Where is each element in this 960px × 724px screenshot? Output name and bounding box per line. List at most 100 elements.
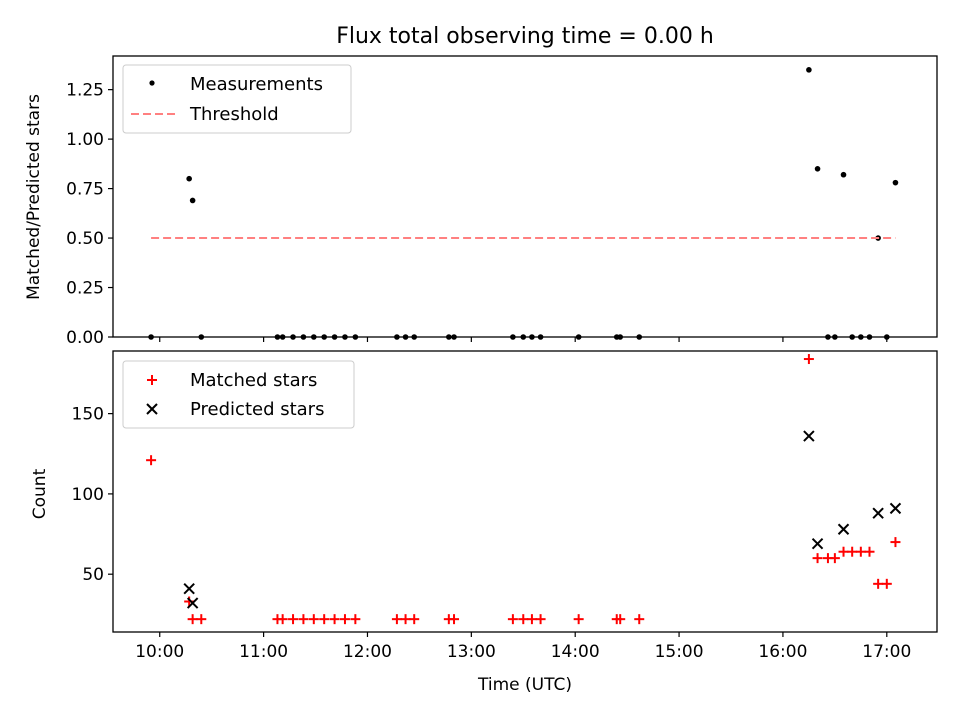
matched-stars-point [184, 596, 195, 607]
matched-stars-point [288, 614, 299, 625]
measurement-point [148, 334, 154, 340]
matched-stars-point [535, 614, 546, 625]
matched-stars-point [847, 546, 858, 557]
bottom-panel-marks [146, 354, 902, 625]
matched-stars-point [146, 455, 157, 466]
predicted-stars-point [186, 597, 199, 609]
matched-stars-point [873, 578, 884, 589]
matched-stars-point [829, 553, 840, 564]
measurement-point [617, 334, 624, 340]
top-panel-ylabel: Matched/Predicted stars [24, 94, 44, 300]
bottom-panel-xlabel: Time (UTC) [477, 675, 572, 695]
x-tick-label: 10:00 [135, 642, 184, 662]
matched-stars-point [319, 614, 330, 625]
bottom-panel-ticks: 50 100 150 10:00 11:00 12:00 13:00 14:00 15:00 16… [72, 405, 912, 662]
matched-stars-point [573, 614, 584, 625]
matched-stars-point [864, 546, 875, 557]
bottom-panel: Count Time (UTC) 50 100 150 10:00 11:00 12:00… [30, 350, 938, 695]
x-tick-label: 11:00 [239, 642, 288, 662]
matched-stars-point [803, 354, 814, 365]
predicted-stars-point [837, 523, 850, 535]
measurement-point [806, 67, 812, 73]
measurement-point [529, 334, 535, 340]
measurement-point [832, 334, 838, 340]
x-tick-label: 14:00 [551, 642, 600, 662]
legend-box [122, 64, 352, 134]
measurement-point [394, 334, 400, 340]
measurement-point [866, 334, 873, 340]
legend-predicted-label: Predicted stars [190, 399, 324, 420]
bottom-panel-frame [112, 350, 938, 633]
matched-stars-point [196, 614, 207, 625]
matched-stars-point [298, 614, 309, 625]
legend-predicted-marker [146, 403, 158, 415]
y-tick-label: 0.75 [66, 180, 104, 200]
measurement-point [279, 334, 286, 340]
matched-stars-point [339, 614, 350, 625]
measurement-point [883, 334, 890, 340]
measurement-point [520, 334, 527, 340]
predicted-stars-point [872, 507, 884, 519]
matched-stars-point [890, 537, 901, 548]
measurement-point [321, 334, 327, 340]
legend-measurements-label: Measurements [190, 74, 323, 95]
y-tick-label: 1.25 [66, 81, 104, 101]
matched-stars-point [409, 614, 420, 625]
matched-stars-point [277, 614, 288, 625]
matched-stars-point [615, 614, 626, 625]
measurement-point [186, 175, 192, 182]
x-tick-label: 12:00 [343, 642, 392, 662]
measurement-point [840, 171, 847, 178]
measurement-point [575, 334, 582, 340]
measurement-point [537, 334, 544, 340]
matched-stars-point [812, 553, 823, 564]
y-tick-label: 0.00 [66, 328, 104, 348]
measurement-point [636, 334, 643, 340]
y-tick-label: 50 [82, 565, 104, 585]
top-panel-legend: Measurements Threshold [122, 64, 352, 134]
matched-stars-point [350, 614, 361, 625]
top-panel-title: Flux total observing time = 0.00 h [336, 24, 714, 49]
measurement-point [825, 334, 831, 340]
measurement-point [331, 334, 338, 340]
legend-measurements-marker [149, 80, 155, 86]
measurement-point [189, 197, 196, 204]
measurement-point [311, 334, 317, 340]
predicted-stars-point [803, 430, 815, 442]
measurement-point [451, 334, 457, 340]
measurement-point [352, 334, 359, 340]
legend-matched-label: Matched stars [190, 370, 317, 391]
matched-stars-point [308, 614, 319, 625]
measurement-point [402, 334, 409, 340]
x-tick-label: 17:00 [862, 642, 911, 662]
matched-stars-point [634, 614, 645, 625]
predicted-stars-point [811, 537, 824, 550]
matched-stars-point [526, 614, 537, 625]
measurement-point [290, 334, 296, 340]
top-panel-ticks: 0.00 0.25 0.50 0.75 1.00 1.25 [66, 81, 888, 348]
measurement-point [342, 334, 348, 340]
matched-stars-point [855, 546, 866, 557]
matched-stars-point [187, 614, 198, 625]
measurement-point [300, 334, 307, 340]
matched-stars-point [507, 614, 518, 625]
x-tick-label: 13:00 [447, 642, 496, 662]
measurement-point [814, 165, 821, 172]
measurement-point [892, 179, 899, 186]
bottom-panel-legend: Matched stars Predicted stars [122, 360, 355, 429]
measurement-point [198, 334, 205, 340]
x-tick-label: 16:00 [758, 642, 807, 662]
matched-stars-point [329, 614, 340, 625]
matched-stars-point [449, 614, 460, 625]
measurement-point [858, 334, 864, 340]
top-panel-marks [148, 67, 899, 340]
measurement-point [411, 334, 418, 340]
legend-box [122, 360, 355, 429]
y-tick-label: 0.50 [66, 229, 104, 249]
y-tick-label: 1.00 [66, 130, 104, 150]
measurement-point [274, 334, 281, 340]
measurement-point [446, 334, 452, 340]
y-tick-label: 100 [72, 485, 104, 505]
matched-stars-point [391, 614, 402, 625]
